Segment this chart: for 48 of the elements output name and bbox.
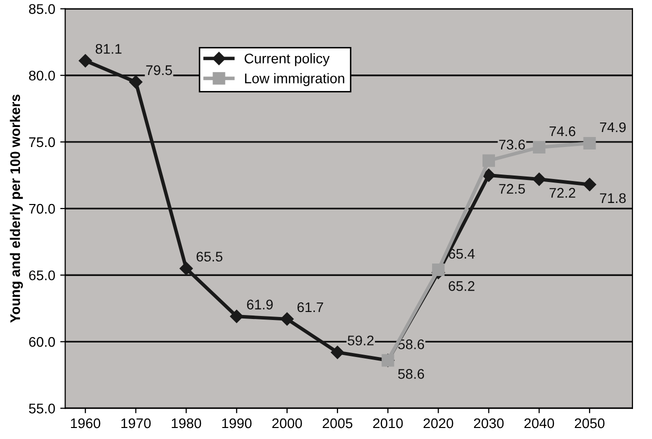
- y-axis-title: Young and elderly per 100 workers: [10, 94, 23, 323]
- point: [78, 54, 92, 68]
- x-tick-label: 2040: [524, 418, 554, 428]
- point: [583, 137, 596, 150]
- x-tick-label: 2005: [322, 418, 352, 428]
- data-label: 65.5: [196, 252, 222, 262]
- point: [180, 262, 193, 276]
- y-tick-label: 75.0: [29, 137, 55, 148]
- point: [582, 178, 596, 192]
- legend-label: Low immigration: [245, 73, 344, 86]
- data-label: 74.6: [550, 126, 576, 136]
- y-tick-label: 80.0: [29, 70, 55, 81]
- data-label: 72.5: [499, 184, 525, 194]
- data-label: 59.2: [348, 336, 374, 346]
- x-tick-label: 2050: [574, 418, 604, 428]
- point: [280, 312, 294, 326]
- data-label: 61.9: [247, 300, 273, 310]
- data-label: 72.2: [550, 188, 576, 198]
- data-label: 81.1: [96, 44, 122, 54]
- x-tick-label: 2020: [424, 418, 454, 428]
- point: [129, 75, 142, 89]
- y-tick-label: 85.0: [29, 4, 55, 14]
- legend-label: Current policy: [244, 53, 330, 66]
- data-label: 65.2: [448, 281, 474, 291]
- point: [330, 346, 344, 359]
- y-tick-label: 65.0: [29, 270, 55, 280]
- y-tick-label: 60.0: [29, 337, 55, 347]
- data-label: 79.5: [146, 65, 172, 76]
- data-label: 71.8: [600, 193, 626, 204]
- data-label: 74.9: [600, 122, 626, 132]
- x-tick-label: 2000: [272, 418, 302, 428]
- data-label: 61.7: [297, 302, 324, 312]
- point: [482, 168, 496, 182]
- point: [432, 264, 445, 276]
- x-tick-label: 1980: [172, 418, 202, 428]
- x-tick-label: 2010: [373, 418, 403, 428]
- point: [482, 154, 495, 167]
- x-tick-label: 1990: [222, 418, 252, 428]
- y-tick-label: 55.0: [29, 404, 55, 414]
- x-tick-label: 2030: [474, 418, 504, 428]
- point: [230, 310, 244, 323]
- point: [532, 172, 546, 186]
- data-label: 73.6: [499, 140, 525, 150]
- x-tick-label: 1970: [121, 418, 151, 428]
- x-tick-label: 1960: [70, 418, 100, 428]
- y-tick-label: 70.0: [29, 204, 55, 214]
- point: [532, 141, 546, 154]
- data-label: 58.6: [398, 369, 424, 379]
